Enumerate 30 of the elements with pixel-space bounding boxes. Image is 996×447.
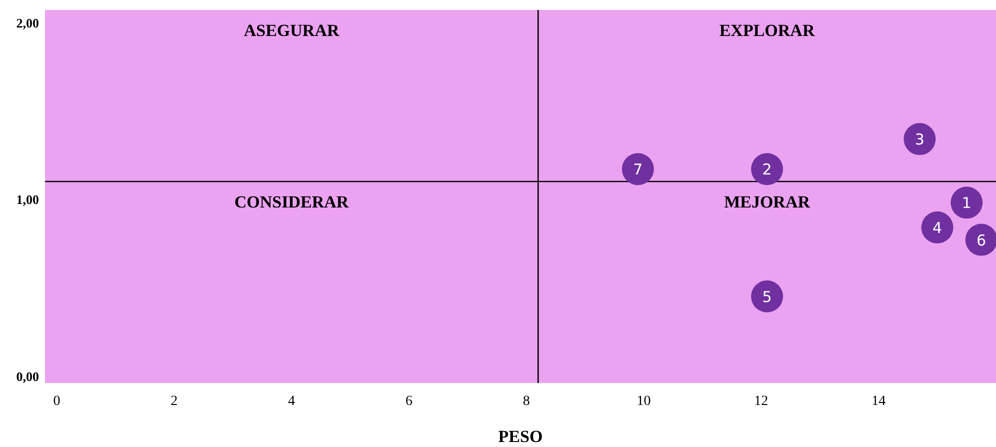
annotation: 7 — [633, 160, 643, 179]
annotation: 4 — [932, 218, 942, 237]
point — [965, 224, 996, 256]
x-tick-label: 4 — [288, 394, 296, 409]
point — [622, 153, 654, 186]
annotation: 6 — [976, 231, 986, 250]
x-tick-label: 12 — [754, 394, 768, 409]
y-tick-label: 1,00 — [16, 192, 39, 208]
point — [950, 186, 983, 219]
x-tick-label: 14 — [872, 394, 886, 409]
x-tick-label: 6 — [405, 394, 412, 409]
annotation: 2 — [762, 160, 772, 179]
x-axis-title: PESO — [498, 427, 543, 446]
annotation: 5 — [762, 288, 772, 306]
annotation: MEJORAR — [724, 192, 811, 212]
annotation: 3 — [914, 130, 924, 149]
x-tick-label: 8 — [522, 394, 530, 409]
annotation: EXPLORAR — [719, 21, 816, 40]
x-tick-label: 10 — [636, 394, 651, 409]
y-tick-label: 2,00 — [16, 15, 39, 30]
x-tick-label: 0 — [53, 394, 60, 409]
point — [904, 123, 936, 156]
x-tick-label: 2 — [170, 394, 178, 409]
point — [751, 153, 784, 186]
y-tick-label: 0,00 — [16, 368, 39, 384]
annotation: 1 — [962, 194, 972, 212]
annotation: ASEGURAR — [244, 21, 340, 40]
annotation: CONSIDERAR — [234, 192, 350, 212]
point — [921, 211, 954, 244]
point — [751, 280, 784, 312]
